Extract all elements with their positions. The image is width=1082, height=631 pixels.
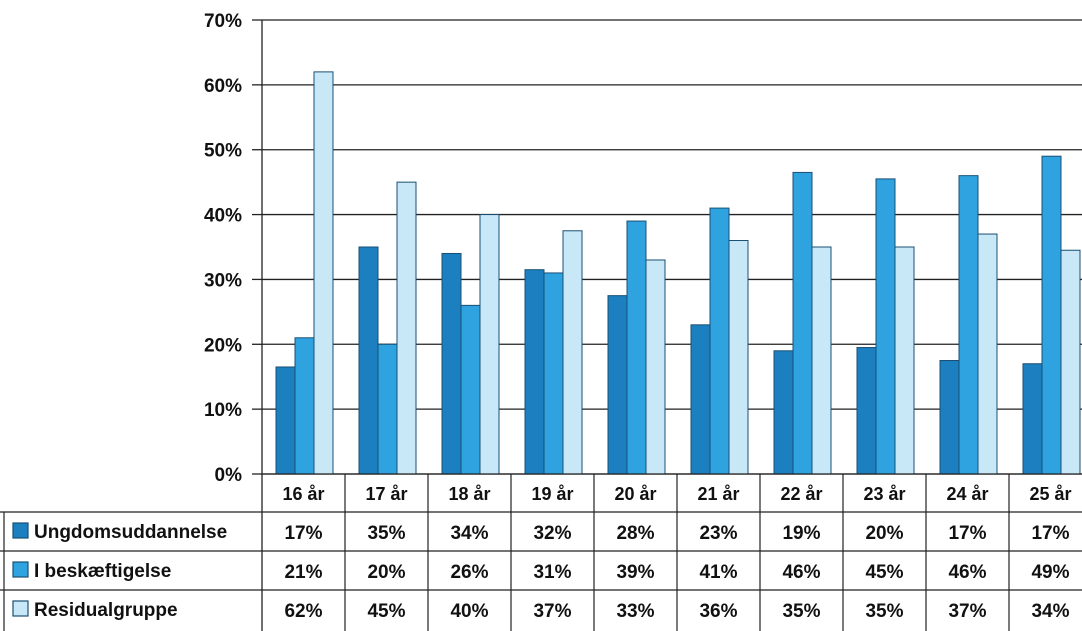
data-label: 17% <box>284 523 322 544</box>
y-tick-label: 50% <box>204 141 242 162</box>
bar <box>690 324 711 475</box>
data-label: 17% <box>948 523 986 544</box>
category-label: 24 år <box>946 484 988 504</box>
category-label: 21 år <box>697 484 739 504</box>
bar <box>958 175 979 475</box>
bar <box>875 178 896 475</box>
data-label: 40% <box>450 601 488 622</box>
data-label: 34% <box>1031 601 1069 622</box>
data-label: 41% <box>699 562 737 583</box>
data-label: 62% <box>284 601 322 622</box>
bar <box>396 181 417 475</box>
data-label: 21% <box>284 562 322 583</box>
legend-swatch <box>12 561 29 578</box>
data-label: 23% <box>699 523 737 544</box>
data-label: 32% <box>533 523 571 544</box>
legend-swatch <box>12 522 29 539</box>
bar <box>460 304 481 475</box>
bar <box>275 366 296 475</box>
legend-label: I beskæftigelse <box>34 561 171 582</box>
bar <box>441 252 462 475</box>
bar <box>607 295 628 475</box>
data-label: 31% <box>533 562 571 583</box>
data-label: 37% <box>533 601 571 622</box>
data-label: 28% <box>616 523 654 544</box>
y-tick-label: 70% <box>204 11 242 32</box>
bar <box>894 246 915 475</box>
data-label: 19% <box>782 523 820 544</box>
bar <box>728 240 749 475</box>
category-label: 19 år <box>531 484 573 504</box>
y-tick-label: 10% <box>204 400 242 421</box>
category-label: 25 år <box>1029 484 1071 504</box>
bar <box>792 171 813 475</box>
data-label: 20% <box>865 523 903 544</box>
bar <box>543 272 564 475</box>
y-tick-label: 0% <box>215 465 243 486</box>
data-table: 16 år 17 år 18 år 19 år 20 år 21 år 22 år 23 år… <box>0 473 1082 631</box>
bar <box>358 246 379 475</box>
data-label: 39% <box>616 562 654 583</box>
bar <box>773 350 794 475</box>
category-label: 22 år <box>780 484 822 504</box>
bar <box>1041 155 1062 475</box>
bar <box>811 246 832 475</box>
bar <box>524 269 545 475</box>
data-label: 46% <box>948 562 986 583</box>
y-tick-label: 20% <box>204 335 242 356</box>
bar <box>709 207 730 475</box>
category-label: 20 år <box>614 484 656 504</box>
data-label: 26% <box>450 562 488 583</box>
category-label: 17 år <box>365 484 407 504</box>
bar <box>562 230 583 475</box>
legend-label: Ungdomsuddannelse <box>34 522 227 543</box>
data-label: 34% <box>450 523 488 544</box>
data-label: 37% <box>948 601 986 622</box>
data-label: 17% <box>1031 523 1069 544</box>
category-label: 18 år <box>448 484 490 504</box>
bar <box>377 343 398 475</box>
y-tick-label: 30% <box>204 270 242 291</box>
bar <box>645 259 666 475</box>
bar <box>294 337 315 475</box>
legend-label: Residualgruppe <box>34 600 178 621</box>
data-label: 33% <box>616 601 654 622</box>
data-label: 35% <box>865 601 903 622</box>
bar <box>626 220 647 475</box>
legend-swatch <box>12 600 29 617</box>
bar <box>856 347 877 475</box>
bar <box>479 214 500 475</box>
data-label: 45% <box>367 601 405 622</box>
data-label: 36% <box>699 601 737 622</box>
category-label: 16 år <box>282 484 324 504</box>
bars <box>275 71 1081 475</box>
category-label: 23 år <box>863 484 905 504</box>
data-label: 35% <box>367 523 405 544</box>
bar <box>313 71 334 475</box>
bar <box>939 360 960 475</box>
y-tick-label: 60% <box>204 76 242 97</box>
data-label: 49% <box>1031 562 1069 583</box>
data-label: 20% <box>367 562 405 583</box>
axes: 0% 10% 20% 30% 40% 50% 60% 70% <box>204 11 263 631</box>
data-label: 45% <box>865 562 903 583</box>
data-label: 35% <box>782 601 820 622</box>
bar <box>1022 363 1043 475</box>
data-label: 46% <box>782 562 820 583</box>
y-tick-label: 40% <box>204 206 242 227</box>
bar <box>977 233 998 475</box>
bar <box>1060 249 1081 475</box>
